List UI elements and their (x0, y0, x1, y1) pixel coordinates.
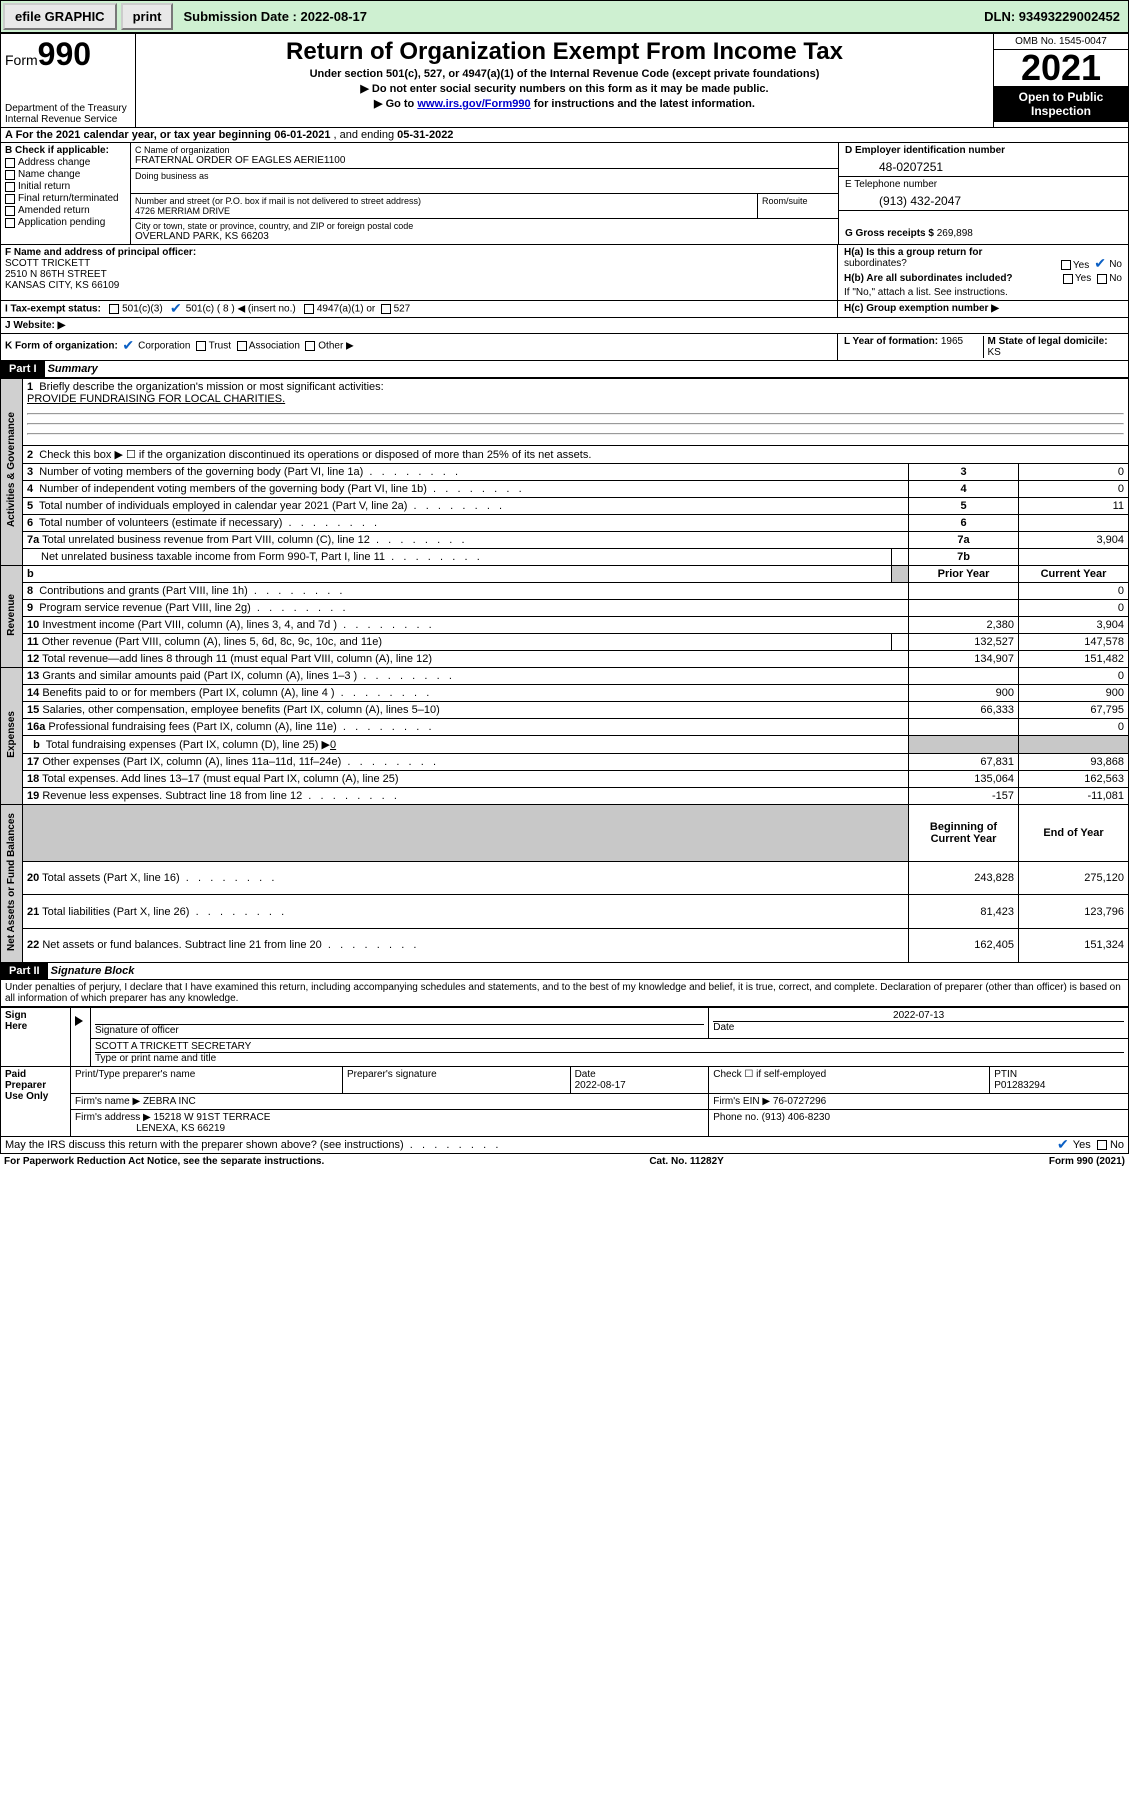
row-h: H(a) Is this a group return for subordin… (838, 245, 1128, 300)
row-k: K Form of organization: Corporation Trus… (1, 334, 838, 360)
submission-label: Submission Date : 2022-08-17 (175, 5, 375, 28)
hb-yes-checkbox[interactable] (1063, 274, 1073, 284)
sign-here-label: SignHere (1, 1007, 71, 1066)
hb-no-checkbox[interactable] (1097, 274, 1107, 284)
city-box: City or town, state or province, country… (131, 219, 838, 244)
527-checkbox[interactable] (381, 304, 391, 314)
irs-label: Internal Revenue Service (5, 114, 131, 125)
telephone-value: (913) 432-2047 (839, 192, 1128, 210)
gross-receipts: 269,898 (937, 228, 973, 239)
corp-checkbox[interactable] (123, 340, 135, 352)
top-bar: efile GRAPHIC print Submission Date : 20… (0, 0, 1129, 33)
org-name: FRATERNAL ORDER OF EAGLES AERIE1100 (135, 155, 834, 166)
col-right: D Employer identification number 48-0207… (838, 143, 1128, 244)
row-hc: H(c) Group exemption number ▶ (838, 301, 1128, 317)
discuss-yes-checkbox[interactable] (1058, 1139, 1070, 1151)
room-box: Room/suite (758, 194, 838, 218)
row-i: I Tax-exempt status: 501(c)(3) 501(c) ( … (1, 301, 838, 317)
mission-text: PROVIDE FUNDRAISING FOR LOCAL CHARITIES. (27, 393, 285, 405)
part-i-header: Part I Summary (0, 361, 1129, 378)
501c3-checkbox[interactable] (109, 304, 119, 314)
street-box: Number and street (or P.O. box if mail i… (131, 194, 758, 218)
discuss-no-checkbox[interactable] (1097, 1140, 1107, 1150)
other-checkbox[interactable] (305, 341, 315, 351)
form-number: Form990 (5, 36, 131, 73)
net-tab: Net Assets or Fund Balances (1, 804, 23, 962)
gov-tab: Activities & Governance (1, 378, 23, 565)
ha-no-checkbox[interactable] (1095, 258, 1107, 270)
org-name-box: C Name of organization FRATERNAL ORDER O… (131, 143, 838, 169)
officer-name: SCOTT A TRICKETT SECRETARY (95, 1041, 1124, 1052)
row-a: A For the 2021 calendar year, or tax yea… (0, 128, 1129, 143)
dept-label: Department of the Treasury (5, 103, 131, 114)
summary-table: Activities & Governance 1 Briefly descri… (0, 378, 1129, 963)
row-j: J Website: ▶ (1, 318, 1128, 333)
initial-return-checkbox[interactable] (5, 182, 15, 192)
discuss-row: May the IRS discuss this return with the… (0, 1137, 1129, 1154)
col-b-checkboxes: B Check if applicable: Address change Na… (1, 143, 131, 244)
part-ii-header: Part II Signature Block (0, 963, 1129, 980)
form-header: Form990 Department of the Treasury Inter… (0, 33, 1129, 128)
assoc-checkbox[interactable] (237, 341, 247, 351)
page-footer: For Paperwork Reduction Act Notice, see … (0, 1154, 1129, 1169)
signature-table: SignHere Signature of officer 2022-07-13… (0, 1007, 1129, 1137)
addr-change-checkbox[interactable] (5, 158, 15, 168)
rev-tab: Revenue (1, 565, 23, 667)
ein-value: 48-0207251 (839, 158, 1128, 176)
form-title: Return of Organization Exempt From Incom… (140, 38, 989, 66)
arrow-icon (75, 1016, 83, 1026)
dba-box: Doing business as (131, 169, 838, 194)
trust-checkbox[interactable] (196, 341, 206, 351)
sig-intro: Under penalties of perjury, I declare th… (0, 980, 1129, 1007)
dln-label: DLN: 93493229002452 (976, 5, 1128, 28)
tax-year: 2021 (994, 50, 1128, 86)
header-line1: Under section 501(c), 527, or 4947(a)(1)… (140, 68, 989, 80)
app-pending-checkbox[interactable] (5, 218, 15, 228)
irs-link[interactable]: www.irs.gov/Form990 (417, 98, 530, 110)
row-lm: L Year of formation: 1965 M State of leg… (838, 334, 1128, 360)
4947-checkbox[interactable] (304, 304, 314, 314)
name-change-checkbox[interactable] (5, 170, 15, 180)
firm-name: ZEBRA INC (143, 1096, 196, 1107)
paid-preparer-label: PaidPreparerUse Only (1, 1066, 71, 1136)
row-f: F Name and address of principal officer:… (1, 245, 838, 300)
main-block: B Check if applicable: Address change Na… (0, 143, 1129, 245)
amended-return-checkbox[interactable] (5, 206, 15, 216)
header-line3: ▶ Go to www.irs.gov/Form990 for instruct… (140, 97, 989, 110)
efile-button[interactable]: efile GRAPHIC (3, 3, 117, 30)
final-return-checkbox[interactable] (5, 194, 15, 204)
501c-checkbox[interactable] (171, 303, 183, 315)
ha-yes-checkbox[interactable] (1061, 260, 1071, 270)
header-line2: ▶ Do not enter social security numbers o… (140, 82, 989, 95)
open-inspection: Open to PublicInspection (994, 86, 1128, 122)
print-button[interactable]: print (121, 3, 174, 30)
exp-tab: Expenses (1, 667, 23, 804)
